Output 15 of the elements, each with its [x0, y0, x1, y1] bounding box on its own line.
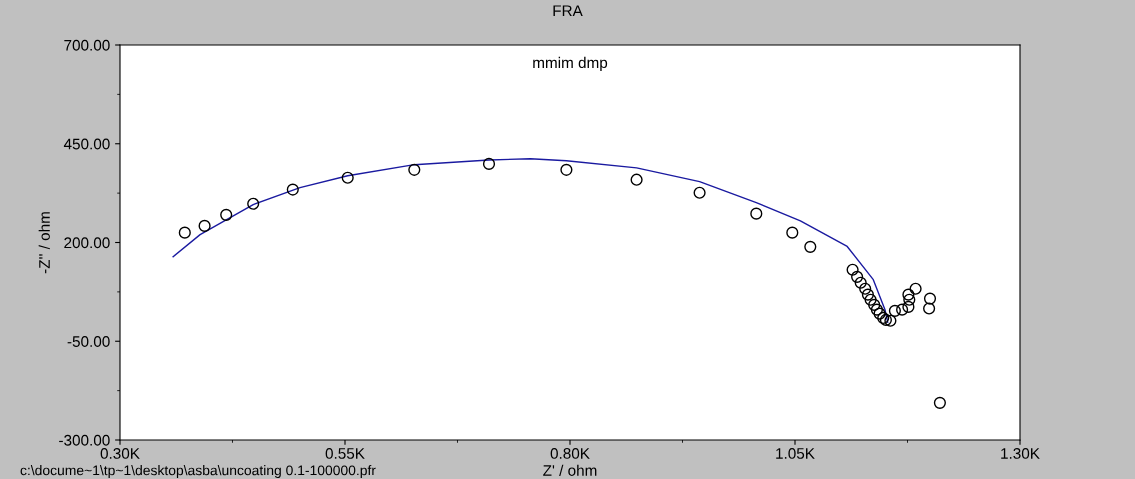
x-tick-label: 0.80K [550, 448, 590, 459]
y-tick-label: 450.00 [63, 138, 110, 150]
x-axis-title: Z' / ohm [543, 464, 597, 476]
text: mmim dmp [533, 56, 608, 72]
x-tick-label: 1.30K [1001, 448, 1040, 459]
y-tick-label: 200.00 [64, 237, 110, 249]
chart-title: FRA [553, 5, 583, 16]
y-tick-label: -300.00 [59, 434, 110, 446]
y-tick-label: 700.00 [64, 39, 110, 51]
text: c:\docume~1\tp~1\desktop\asba\uncoating 0.1-100000.pfr [20, 465, 376, 478]
x-tick-label: 0.30K [100, 448, 140, 459]
x-tick-label: 0.55K [325, 448, 365, 459]
y-tick-label: -50.00 [67, 336, 110, 347]
x-tick-label: 1.05K [776, 448, 815, 459]
y-axis-title: -Z'' / ohm [38, 212, 50, 274]
